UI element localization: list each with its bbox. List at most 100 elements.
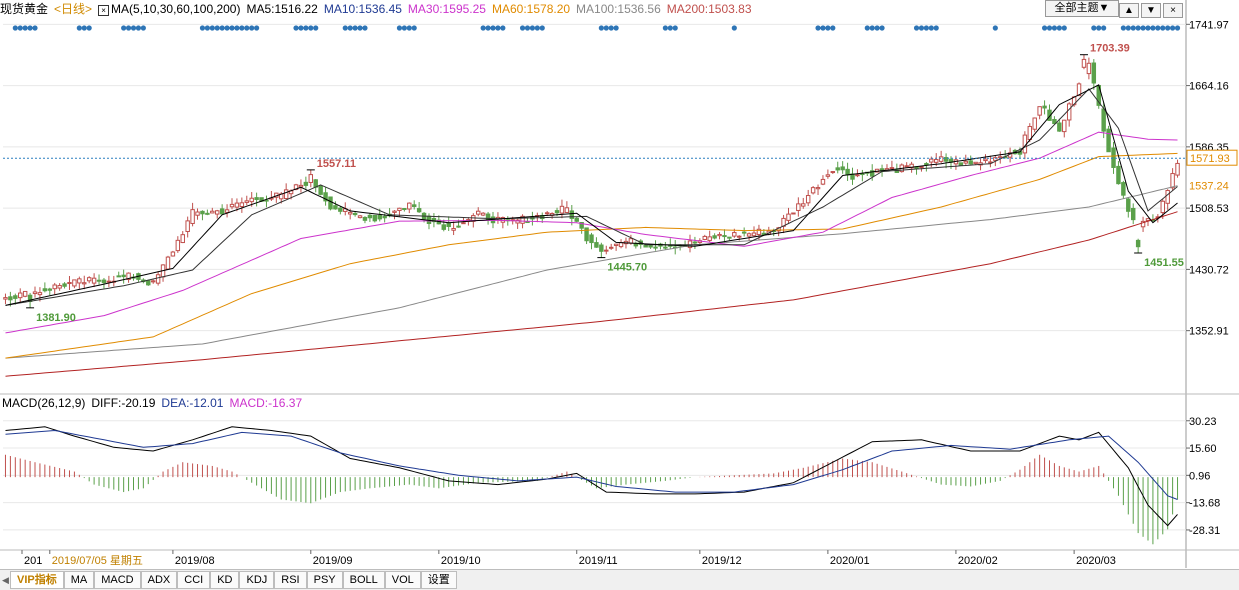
event-marker-dot[interactable] [1165, 25, 1171, 31]
candle-body[interactable] [347, 211, 353, 215]
candle-body[interactable] [205, 212, 210, 215]
candle-body[interactable] [116, 275, 121, 278]
event-marker-dot[interactable] [244, 25, 250, 31]
event-marker-dot[interactable] [135, 25, 142, 31]
candle-body[interactable] [845, 168, 850, 176]
event-marker-dot[interactable] [1041, 25, 1048, 31]
ma-checkbox-icon[interactable]: × [98, 5, 110, 16]
event-marker-dot[interactable] [1155, 25, 1161, 31]
candle-body[interactable] [1081, 58, 1087, 68]
tab-psy[interactable]: PSY [306, 571, 343, 589]
candle-body[interactable] [407, 202, 412, 210]
candle-body[interactable] [175, 239, 181, 252]
candle-body[interactable] [791, 212, 796, 215]
candle-body[interactable] [727, 236, 732, 239]
event-marker-dot[interactable] [224, 25, 230, 31]
event-marker-dot[interactable] [209, 25, 215, 31]
event-marker-dot[interactable] [598, 25, 604, 31]
candle-body[interactable] [1066, 103, 1072, 121]
candle-body[interactable] [855, 174, 860, 177]
candle-body[interactable] [1057, 122, 1062, 132]
event-marker-dot[interactable] [76, 25, 82, 31]
candle-body[interactable] [480, 212, 486, 216]
event-marker-dot[interactable] [529, 25, 536, 31]
candle-body[interactable] [722, 235, 727, 238]
event-marker-dot[interactable] [140, 25, 146, 31]
candle-body[interactable] [653, 246, 658, 249]
candle-body[interactable] [150, 280, 156, 283]
candle-body[interactable] [1062, 119, 1067, 133]
candle-body[interactable] [67, 282, 72, 285]
event-marker-dot[interactable] [613, 25, 619, 31]
candle-body[interactable] [82, 282, 87, 285]
tab-cci[interactable]: CCI [177, 571, 211, 589]
candle-body[interactable] [692, 241, 698, 244]
event-marker-dot[interactable] [27, 25, 33, 31]
event-marker-dot[interactable] [298, 25, 304, 31]
event-marker-dot[interactable] [1051, 25, 1058, 31]
candle-body[interactable] [234, 202, 240, 208]
candle-body[interactable] [165, 256, 171, 270]
candle-body[interactable] [1032, 117, 1037, 130]
event-marker-dot[interactable] [923, 25, 929, 31]
candle-body[interactable] [968, 160, 973, 165]
candle-body[interactable] [732, 232, 737, 237]
candle-body[interactable] [835, 167, 840, 171]
event-marker-dot[interactable] [22, 25, 28, 31]
candle-body[interactable] [254, 197, 259, 200]
event-marker-dot[interactable] [86, 25, 92, 31]
event-marker-dot[interactable] [303, 25, 309, 31]
candle-body[interactable] [574, 217, 579, 222]
candle-body[interactable] [500, 217, 506, 223]
tab-settings[interactable]: 设置 [420, 571, 457, 589]
candle-body[interactable] [628, 238, 634, 244]
candle-body[interactable] [515, 219, 520, 224]
event-marker-dot[interactable] [672, 25, 678, 31]
candle-body[interactable] [599, 244, 604, 252]
event-marker-dot[interactable] [933, 25, 939, 31]
candle-body[interactable] [998, 156, 1003, 159]
candle-body[interactable] [1170, 173, 1175, 189]
candle-body[interactable] [810, 187, 816, 194]
candle-body[interactable] [830, 171, 836, 174]
candle-body[interactable] [559, 205, 565, 214]
tab-ma[interactable]: MA [63, 571, 95, 589]
candle-body[interactable] [485, 213, 491, 221]
event-marker-dot[interactable] [1150, 25, 1156, 31]
candle-body[interactable] [924, 163, 929, 166]
candle-body[interactable] [702, 235, 707, 240]
event-marker-dot[interactable] [12, 25, 18, 31]
candle-body[interactable] [943, 157, 949, 162]
candle-body[interactable] [382, 215, 387, 219]
candle-body[interactable] [441, 224, 446, 230]
candle-body[interactable] [1101, 108, 1106, 132]
event-marker-dot[interactable] [667, 25, 673, 31]
candle-body[interactable] [1160, 200, 1165, 214]
candle-body[interactable] [544, 212, 550, 215]
candle-body[interactable] [973, 161, 978, 165]
event-marker-dot[interactable] [534, 25, 540, 31]
event-marker-dot[interactable] [347, 25, 353, 31]
candle-body[interactable] [934, 159, 939, 163]
candle-body[interactable] [210, 210, 215, 214]
event-marker-dot[interactable] [130, 25, 137, 31]
event-marker-dot[interactable] [918, 25, 925, 31]
candle-body[interactable] [86, 277, 92, 282]
candle-body[interactable] [22, 290, 28, 297]
event-marker-dot[interactable] [913, 25, 920, 31]
candle-body[interactable] [185, 220, 190, 233]
candle-body[interactable] [18, 292, 23, 299]
event-marker-dot[interactable] [485, 25, 491, 31]
candle-body[interactable] [604, 249, 609, 252]
event-marker-dot[interactable] [879, 25, 885, 31]
candle-body[interactable] [333, 205, 338, 210]
event-marker-dot[interactable] [219, 25, 225, 31]
candle-body[interactable] [303, 181, 309, 186]
candle-body[interactable] [746, 233, 752, 237]
event-marker-dot[interactable] [830, 25, 836, 31]
event-marker-dot[interactable] [17, 25, 23, 31]
macd-histogram[interactable] [4, 454, 1179, 545]
theme-selector-button[interactable]: 全部主题▼ [1045, 0, 1119, 17]
event-marker-dot[interactable] [1056, 25, 1062, 31]
candle-body[interactable] [77, 278, 82, 284]
